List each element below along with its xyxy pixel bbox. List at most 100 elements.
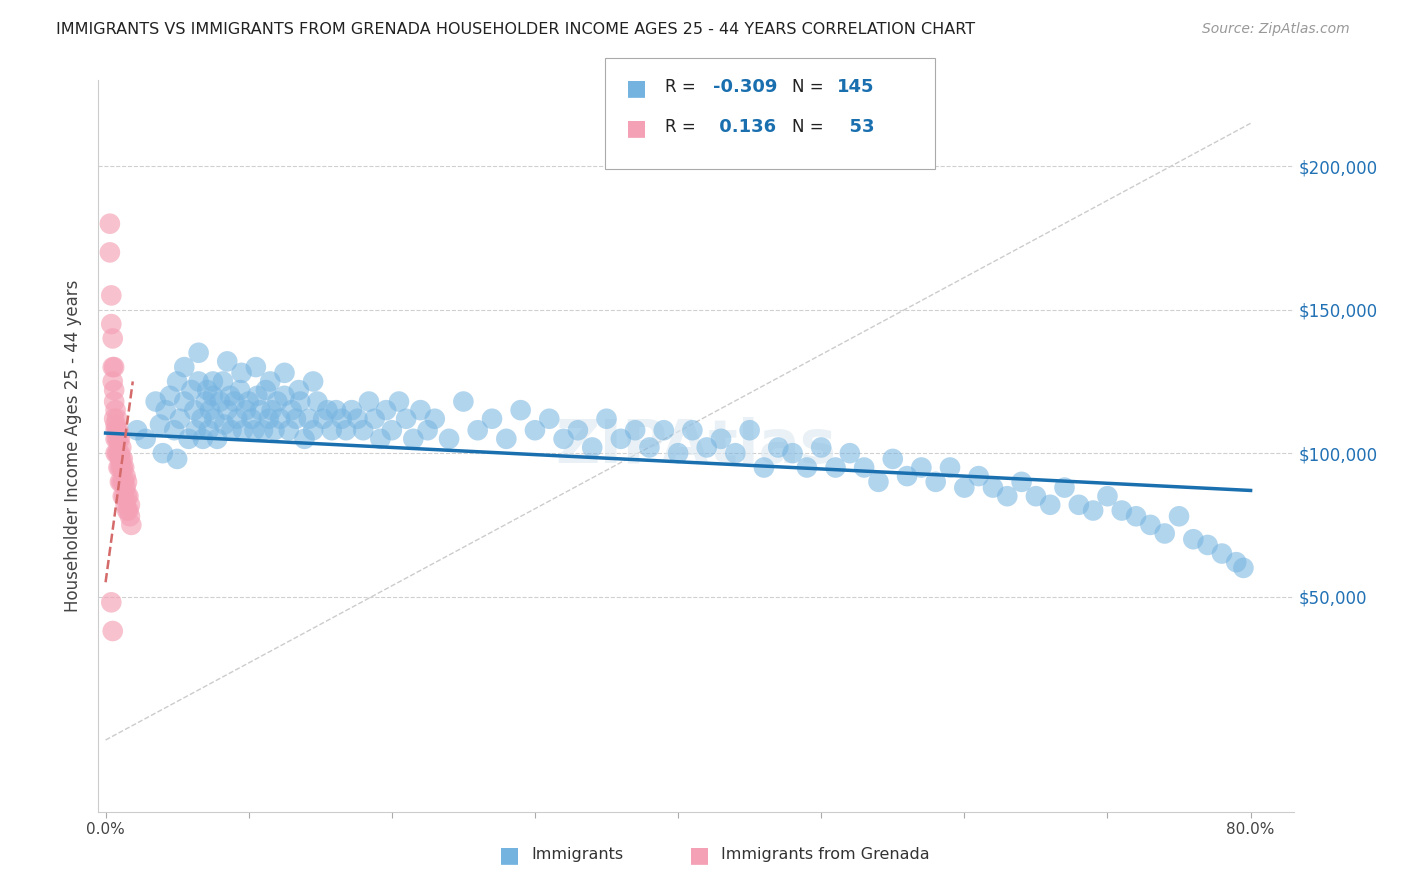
Point xyxy=(103,383,125,397)
Text: 145: 145 xyxy=(837,78,875,96)
Point xyxy=(273,389,295,403)
Point xyxy=(104,423,127,437)
Point xyxy=(195,383,218,397)
Point xyxy=(266,394,288,409)
Point xyxy=(104,417,127,432)
Point xyxy=(115,489,138,503)
Point xyxy=(768,441,790,455)
Point xyxy=(810,441,832,455)
Text: Immigrants from Grenada: Immigrants from Grenada xyxy=(721,847,929,862)
Point xyxy=(495,432,517,446)
Point xyxy=(105,423,128,437)
Point xyxy=(111,475,134,489)
Point xyxy=(110,475,132,489)
Point xyxy=(108,451,131,466)
Point xyxy=(638,441,661,455)
Point xyxy=(567,423,589,437)
Point xyxy=(100,317,122,331)
Point xyxy=(824,460,846,475)
Text: Source: ZipAtlas.com: Source: ZipAtlas.com xyxy=(1202,22,1350,37)
Point xyxy=(103,360,125,375)
Point xyxy=(245,360,267,375)
Text: N =: N = xyxy=(792,78,823,96)
Point xyxy=(180,383,202,397)
Point xyxy=(115,475,138,489)
Text: R =: R = xyxy=(665,119,696,136)
Point xyxy=(101,360,124,375)
Point xyxy=(581,441,603,455)
Point xyxy=(302,375,325,389)
Point xyxy=(108,460,131,475)
Point xyxy=(238,394,260,409)
Point xyxy=(101,375,124,389)
Point xyxy=(710,432,733,446)
Point xyxy=(246,389,269,403)
Point xyxy=(169,411,191,425)
Point xyxy=(112,460,135,475)
Point xyxy=(107,423,129,437)
Point xyxy=(108,475,131,489)
Point xyxy=(666,446,689,460)
Point xyxy=(107,432,129,446)
Point xyxy=(312,411,335,425)
Point xyxy=(868,475,890,489)
Text: ■: ■ xyxy=(626,78,647,98)
Point xyxy=(202,411,225,425)
Point xyxy=(187,345,209,359)
Point xyxy=(214,417,236,432)
Point xyxy=(149,417,172,432)
Point xyxy=(100,288,122,302)
Point xyxy=(173,394,195,409)
Point xyxy=(114,481,136,495)
Point xyxy=(325,403,347,417)
Point xyxy=(273,366,295,380)
Text: IMMIGRANTS VS IMMIGRANTS FROM GRENADA HOUSEHOLDER INCOME AGES 25 - 44 YEARS CORR: IMMIGRANTS VS IMMIGRANTS FROM GRENADA HO… xyxy=(56,22,976,37)
Point xyxy=(198,403,221,417)
Point xyxy=(1097,489,1119,503)
Point xyxy=(201,375,224,389)
Point xyxy=(152,446,174,460)
Point xyxy=(423,411,446,425)
Point xyxy=(1039,498,1062,512)
Point xyxy=(209,394,232,409)
Point xyxy=(107,446,129,460)
Point xyxy=(1111,503,1133,517)
Point xyxy=(184,423,207,437)
Point xyxy=(453,394,475,409)
Point xyxy=(437,432,460,446)
Text: Immigrants: Immigrants xyxy=(531,847,624,862)
Point xyxy=(117,503,139,517)
Point xyxy=(696,441,718,455)
Point xyxy=(467,423,489,437)
Point xyxy=(231,366,253,380)
Point xyxy=(190,411,212,425)
Text: N =: N = xyxy=(792,119,823,136)
Text: ■: ■ xyxy=(689,846,710,865)
Point xyxy=(125,423,148,437)
Point xyxy=(111,451,134,466)
Point xyxy=(782,446,804,460)
Point xyxy=(752,460,775,475)
Point xyxy=(910,460,932,475)
Point xyxy=(112,489,135,503)
Point xyxy=(381,423,404,437)
Point xyxy=(103,411,125,425)
Point xyxy=(316,403,339,417)
Point xyxy=(280,403,302,417)
Point xyxy=(307,394,329,409)
Point xyxy=(610,432,633,446)
Text: ■: ■ xyxy=(626,119,647,138)
Point xyxy=(100,595,122,609)
Point xyxy=(882,451,904,466)
Point xyxy=(260,403,283,417)
Y-axis label: Householder Income Ages 25 - 44 years: Householder Income Ages 25 - 44 years xyxy=(65,280,83,612)
Point xyxy=(284,411,307,425)
Point xyxy=(277,423,299,437)
Point xyxy=(896,469,918,483)
Point xyxy=(105,432,128,446)
Point xyxy=(409,403,432,417)
Point xyxy=(197,423,219,437)
Point xyxy=(939,460,962,475)
Point xyxy=(321,423,343,437)
Point xyxy=(217,354,239,368)
